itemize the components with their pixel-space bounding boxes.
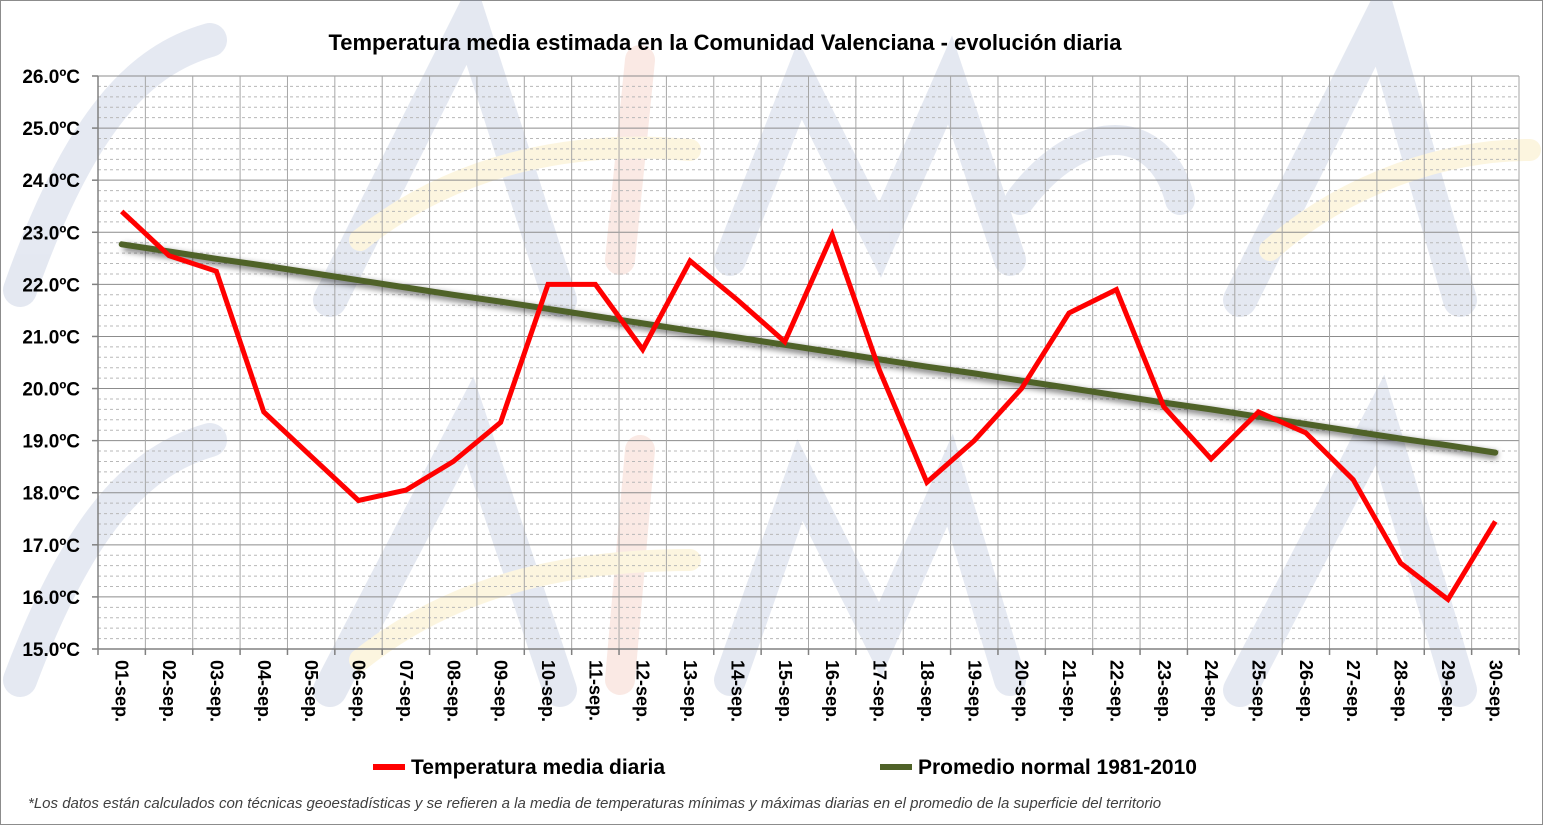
x-tick-label: 05-sep.	[301, 660, 321, 722]
x-tick-label: 27-sep.	[1343, 660, 1363, 722]
y-tick-label: 21.0ºC	[22, 327, 80, 348]
y-tick-label: 26.0ºC	[22, 67, 80, 88]
y-tick-label: 23.0ºC	[22, 223, 80, 244]
legend: Temperatura media diaria Promedio normal…	[373, 756, 1197, 779]
axes	[92, 75, 1520, 655]
x-tick-label: 04-sep.	[254, 660, 274, 722]
x-tick-label: 03-sep.	[206, 660, 226, 722]
x-tick-label: 25-sep.	[1248, 660, 1268, 722]
legend-label-promedio-normal: Promedio normal 1981-2010	[918, 756, 1197, 779]
y-tick-label: 24.0ºC	[22, 171, 80, 192]
x-tick-label: 14-sep.	[727, 660, 747, 722]
x-tick-label: 22-sep.	[1106, 660, 1126, 722]
vertical-gridlines	[144, 76, 1520, 649]
y-tick-label: 18.0ºC	[22, 484, 80, 505]
series-layer	[118, 209, 1499, 604]
x-tick-label: 28-sep.	[1391, 660, 1411, 722]
x-tick-label: 10-sep.	[538, 660, 558, 722]
footnote: *Los datos están calculados con técnicas…	[28, 795, 1162, 812]
x-tick-label: 17-sep.	[870, 660, 890, 722]
y-tick-label: 17.0ºC	[22, 536, 80, 557]
x-tick-label: 06-sep.	[349, 660, 369, 722]
x-tick-label: 23-sep.	[1154, 660, 1174, 722]
x-tick-label: 09-sep.	[491, 660, 511, 722]
x-tick-label: 26-sep.	[1296, 660, 1316, 722]
y-tick-label: 16.0ºC	[22, 588, 80, 609]
x-tick-label: 12-sep.	[633, 660, 653, 722]
x-tick-label: 29-sep.	[1438, 660, 1458, 722]
x-tick-label: 19-sep.	[964, 660, 984, 722]
x-axis-tick-labels: 01-sep. 02-sep. 03-sep. 04-sep. 05-sep. 06-se…	[112, 660, 1506, 722]
y-tick-label: 19.0ºC	[22, 432, 80, 453]
x-tick-label: 18-sep.	[917, 660, 937, 722]
x-tick-label: 21-sep.	[1059, 660, 1079, 722]
y-tick-label: 22.0ºC	[22, 275, 80, 296]
series-line-temperatura-media	[119, 209, 1498, 604]
x-tick-label: 16-sep.	[822, 660, 842, 722]
x-tick-label: 15-sep.	[775, 660, 795, 722]
x-tick-label: 20-sep.	[1012, 660, 1032, 722]
x-tick-label: 30-sep.	[1485, 660, 1505, 722]
x-tick-label: 01-sep.	[112, 660, 132, 722]
x-tick-label: 07-sep.	[396, 660, 416, 722]
y-axis-tick-labels: 15.0ºC 16.0ºC 17.0ºC 18.0ºC 19.0ºC 20.0ºC 21.0…	[22, 67, 80, 661]
x-tick-label: 11-sep.	[585, 660, 605, 721]
y-tick-label: 15.0ºC	[22, 640, 80, 661]
legend-label-temperatura-media: Temperatura media diaria	[411, 756, 665, 779]
chart-title: Temperatura media estimada en la Comunid…	[328, 30, 1122, 55]
x-tick-label: 24-sep.	[1201, 660, 1221, 722]
x-tick-label: 08-sep.	[443, 660, 463, 722]
y-tick-label: 20.0ºC	[22, 380, 80, 401]
y-tick-label: 25.0ºC	[22, 119, 80, 140]
x-tick-label: 02-sep.	[159, 660, 179, 722]
x-tick-label: 13-sep.	[680, 660, 700, 722]
